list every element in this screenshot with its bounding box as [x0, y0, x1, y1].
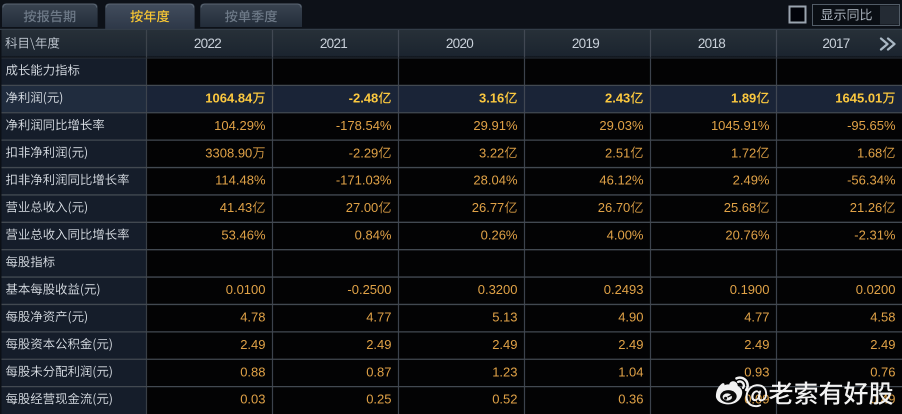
svg-text:1045.91%: 1045.91% [711, 118, 770, 133]
svg-text:26.77: 26.77 [472, 200, 505, 215]
svg-text:21.26: 21.26 [850, 200, 883, 215]
svg-text:114.48%: 114.48% [215, 173, 266, 188]
svg-text:0.0200: 0.0200 [856, 282, 896, 297]
svg-text:0.84%: 0.84% [355, 227, 392, 242]
svg-text:25.68: 25.68 [724, 200, 757, 215]
svg-text:41.43: 41.43 [220, 200, 253, 215]
svg-text:-0.2500: -0.2500 [347, 282, 391, 297]
svg-text:0.2493: 0.2493 [604, 282, 644, 297]
svg-text:4.90: 4.90 [618, 310, 643, 325]
svg-text:0.52: 0.52 [492, 392, 517, 407]
svg-text:2019: 2019 [572, 36, 599, 51]
svg-text:2021: 2021 [320, 36, 347, 51]
svg-text:29.91%: 29.91% [473, 118, 518, 133]
svg-text:4.00%: 4.00% [607, 227, 644, 242]
svg-text:0.87: 0.87 [366, 364, 391, 379]
svg-text:4.78: 4.78 [240, 310, 265, 325]
svg-text:0.26%: 0.26% [481, 227, 518, 242]
svg-text:1.23: 1.23 [492, 364, 517, 379]
svg-text:46.12%: 46.12% [599, 173, 644, 188]
svg-text:2020: 2020 [446, 36, 473, 51]
svg-text:4.58: 4.58 [870, 310, 895, 325]
svg-text:1645.01: 1645.01 [835, 90, 882, 105]
svg-text:0.25: 0.25 [366, 392, 391, 407]
svg-text:0.88: 0.88 [240, 364, 265, 379]
svg-text:3308.90: 3308.90 [205, 145, 252, 160]
svg-text:0.0100: 0.0100 [226, 282, 266, 297]
svg-text:1.68: 1.68 [857, 145, 882, 160]
svg-text:2.49: 2.49 [492, 337, 517, 352]
svg-text:1.72: 1.72 [731, 145, 756, 160]
svg-text:29.03%: 29.03% [599, 118, 644, 133]
svg-text:-2.31%: -2.31% [854, 227, 896, 242]
svg-text:-56.34%: -56.34% [847, 173, 896, 188]
svg-text:2.49: 2.49 [744, 337, 769, 352]
svg-text:1064.84: 1064.84 [205, 90, 253, 105]
svg-text:1.04: 1.04 [618, 364, 643, 379]
svg-text:27.00: 27.00 [346, 200, 379, 215]
svg-text:5.13: 5.13 [492, 310, 517, 325]
svg-text:2018: 2018 [698, 36, 725, 51]
svg-text:3.16: 3.16 [479, 90, 504, 105]
svg-text:3.22: 3.22 [479, 145, 504, 160]
svg-text:2.49: 2.49 [240, 337, 265, 352]
svg-text:-178.54%: -178.54% [336, 118, 392, 133]
svg-text:20.76%: 20.76% [725, 227, 770, 242]
svg-text:2.49: 2.49 [870, 337, 895, 352]
svg-text:0.76: 0.76 [870, 364, 895, 379]
svg-text:1.89: 1.89 [731, 90, 756, 105]
svg-text:0.93: 0.93 [744, 364, 769, 379]
svg-text:-2.29: -2.29 [349, 145, 379, 160]
svg-text:104.29%: 104.29% [214, 118, 266, 133]
svg-text:-95.65%: -95.65% [847, 118, 896, 133]
svg-text:0.1900: 0.1900 [730, 282, 770, 297]
svg-text:-2.48: -2.48 [349, 90, 379, 105]
svg-text:0.3200: 0.3200 [478, 282, 518, 297]
svg-text:2.49: 2.49 [366, 337, 391, 352]
svg-text:2022: 2022 [194, 36, 221, 51]
svg-text:2.49%: 2.49% [733, 173, 770, 188]
svg-text:4.77: 4.77 [366, 310, 391, 325]
svg-text:0.03: 0.03 [240, 392, 265, 407]
svg-text:2.43: 2.43 [605, 90, 630, 105]
svg-text:2.51: 2.51 [605, 145, 630, 160]
svg-text:0.36: 0.36 [618, 392, 643, 407]
svg-text:-171.03%: -171.03% [336, 173, 392, 188]
svg-text:2017: 2017 [822, 36, 849, 51]
svg-text:26.70: 26.70 [598, 200, 631, 215]
svg-text:28.04%: 28.04% [473, 173, 518, 188]
svg-text:2.49: 2.49 [618, 337, 643, 352]
svg-text:4.77: 4.77 [744, 310, 769, 325]
svg-text:53.46%: 53.46% [221, 227, 266, 242]
